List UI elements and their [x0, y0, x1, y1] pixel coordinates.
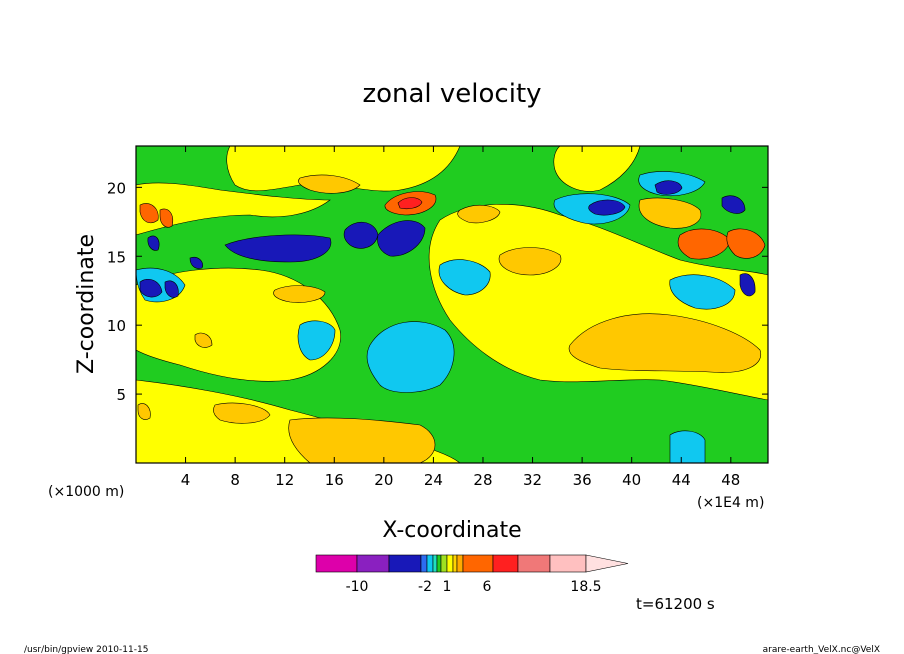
colorbar-segment [432, 554, 438, 573]
colorbar-label: 1 [443, 579, 452, 595]
y-axis: 5 10 15 20 [107, 179, 768, 404]
contour-region [147, 235, 160, 251]
x-tick-label: 36 [573, 471, 592, 489]
colorbar-segment [388, 554, 422, 573]
contour-region [721, 195, 746, 214]
colorbar-extend-arrow [585, 554, 629, 573]
colorbar-segment [456, 554, 464, 573]
time-annotation: t=61200 s [636, 595, 715, 613]
contour-region [189, 257, 203, 269]
footer-left: /usr/bin/gpview 2010-11-15 [24, 645, 148, 654]
colorbar-segment [452, 554, 458, 573]
x-tick-label: 24 [424, 471, 443, 489]
colorbar-segment [492, 554, 519, 573]
y-axis-label: Z-coordinate [74, 234, 99, 374]
contour-region [588, 199, 626, 216]
contour-region [137, 403, 151, 420]
contour-region [638, 197, 702, 229]
colorbar-label: 18.5 [570, 579, 601, 595]
y-tick-label: 5 [116, 386, 126, 404]
y-tick-label: 15 [107, 248, 126, 266]
colorbar-segment [315, 554, 358, 573]
y-tick-label: 20 [107, 179, 126, 197]
contour-region [568, 313, 762, 373]
x-tick-label: 12 [275, 471, 294, 489]
contour-region [224, 234, 332, 263]
colorbar-label: -2 [418, 579, 432, 595]
contour-region [438, 259, 491, 296]
contour-region [553, 146, 641, 192]
contour-region [136, 182, 331, 236]
colorbar-label: -10 [346, 579, 369, 595]
y-tick-label: 10 [107, 317, 126, 335]
colorbar-segment [549, 554, 587, 573]
colorbar-segment [436, 554, 442, 573]
contour-region [739, 273, 756, 297]
chart-title: zonal velocity [362, 79, 541, 109]
x-tick-label: 44 [672, 471, 691, 489]
x-tick-label: 16 [325, 471, 344, 489]
x-tick-label: 8 [230, 471, 240, 489]
contour-region [288, 417, 436, 463]
x-tick-label: 4 [181, 471, 191, 489]
contour-region [677, 228, 731, 260]
footer-right: arare-earth_VelX.nc@VelX [763, 645, 880, 654]
contour-region [213, 402, 271, 424]
x-unit-label: (×1000 m) [48, 484, 124, 500]
x-tick-label: 48 [721, 471, 740, 489]
contour-region [164, 280, 179, 298]
contour-region [159, 208, 173, 228]
colorbar-segment [462, 554, 494, 573]
plot-frame [135, 145, 769, 464]
contour-region [457, 204, 501, 224]
contour-region [297, 320, 336, 361]
colorbar: -10 -2 1 6 18.5 [315, 554, 629, 595]
contour-region [397, 197, 423, 210]
contour-region [139, 203, 159, 224]
contour-region [726, 228, 766, 259]
contour-region [298, 174, 361, 194]
x-axis: 4 8 12 16 20 24 28 32 36 40 44 48 [181, 146, 740, 489]
colorbar-segment [446, 554, 454, 573]
contour-region [273, 285, 326, 303]
contour-plot-area [136, 146, 768, 463]
colorbar-segment [426, 554, 434, 573]
contour-region [139, 279, 163, 298]
x-scale-label: (×1E4 m) [697, 495, 764, 511]
colorbar-segment [356, 554, 390, 573]
contour-region [669, 274, 736, 310]
colorbar-segment [517, 554, 551, 573]
contour-region [194, 332, 213, 348]
colorbar-segment [440, 554, 448, 573]
contour-region [343, 222, 379, 249]
x-tick-label: 28 [473, 471, 492, 489]
contour-region [498, 247, 562, 276]
colorbar-segment [420, 554, 428, 573]
colorbar-label: 6 [483, 579, 492, 595]
contour-region [669, 430, 706, 463]
contour-region [366, 321, 455, 393]
contour-region [654, 180, 683, 195]
contour-region [377, 220, 426, 257]
x-tick-label: 32 [523, 471, 542, 489]
x-tick-label: 20 [374, 471, 393, 489]
x-axis-label: X-coordinate [382, 518, 521, 543]
x-tick-label: 40 [622, 471, 641, 489]
